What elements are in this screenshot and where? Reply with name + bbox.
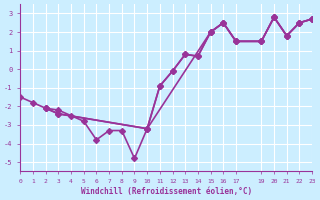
X-axis label: Windchill (Refroidissement éolien,°C): Windchill (Refroidissement éolien,°C) [81, 187, 252, 196]
